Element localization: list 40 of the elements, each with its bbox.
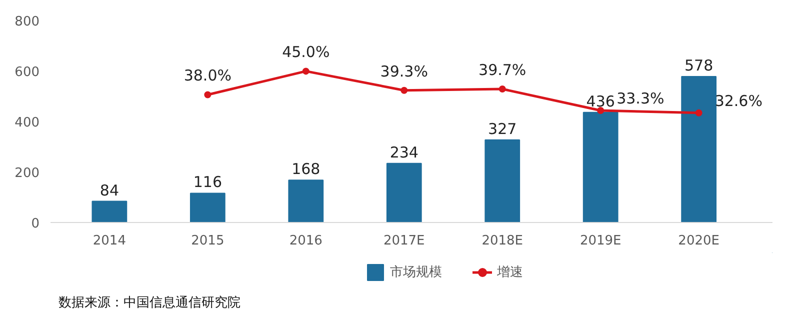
x-tick-label: 2014 — [92, 234, 126, 248]
data-label: 116 — [193, 173, 222, 192]
data-label: 578 — [684, 56, 714, 75]
source-note: 数据来源：中国信息通信研究院 — [58, 296, 240, 310]
point — [498, 86, 506, 93]
legend-label: 市场规模 — [390, 264, 442, 281]
data-label: 327 — [488, 120, 517, 138]
data-label: 436 — [586, 92, 615, 110]
y-tick-label: 600 — [14, 65, 40, 80]
y-tick-label: 400 — [14, 116, 40, 130]
x-tick-label: 2020E — [678, 234, 720, 248]
bar — [288, 180, 324, 222]
bar — [681, 76, 717, 222]
bar — [484, 139, 520, 222]
bar — [582, 112, 618, 222]
x-tick-label: 2019E — [580, 234, 622, 248]
x-tick-label: 2015 — [191, 234, 224, 248]
data-label: 39.3% — [380, 62, 428, 80]
x-tick-label: 2017E — [383, 234, 425, 248]
data-label: 33.3% — [616, 90, 664, 108]
data-label: 84 — [100, 181, 119, 200]
y-tick-label: 200 — [14, 166, 40, 181]
data-label: 234 — [390, 143, 418, 162]
data-label: 168 — [292, 160, 320, 178]
legend-label: 增速 — [497, 264, 523, 281]
point — [695, 109, 702, 116]
x-tick-label: 2018E — [482, 234, 524, 248]
y-tick-label: 0 — [31, 216, 40, 232]
data-label: 39.7% — [478, 61, 526, 80]
bar — [190, 192, 226, 222]
point — [204, 91, 212, 98]
data-label: 38.0% — [184, 66, 232, 85]
x-tick-label: 2016 — [289, 234, 322, 248]
bar — [386, 162, 422, 222]
point — [597, 107, 604, 114]
bar — [92, 200, 128, 222]
point — [400, 86, 408, 94]
point — [302, 68, 310, 75]
y-tick-label: 800 — [14, 14, 40, 30]
data-label: 45.0% — [282, 43, 330, 62]
